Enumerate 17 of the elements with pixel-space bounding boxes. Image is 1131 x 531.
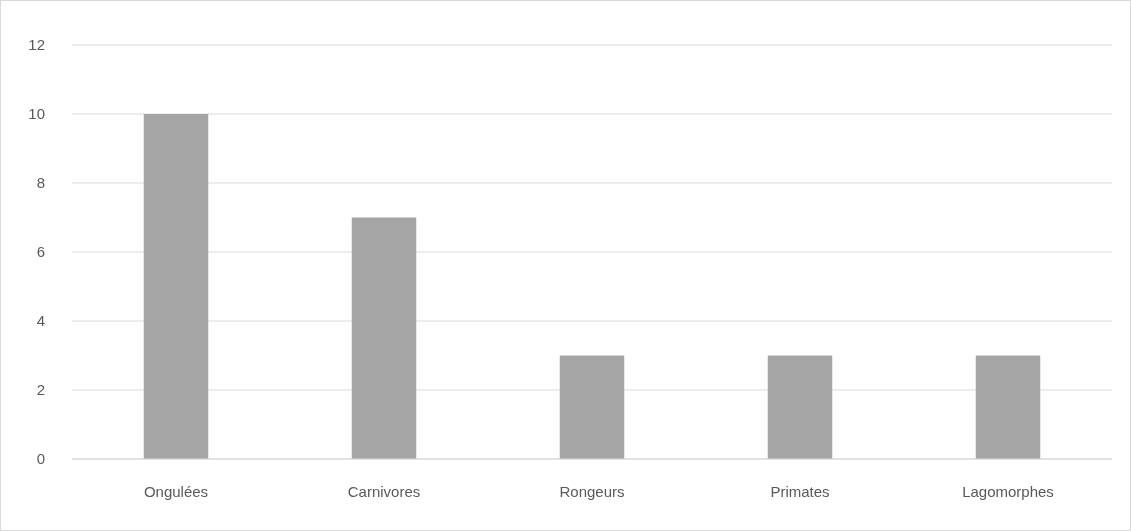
y-tick-label: 12 — [28, 36, 45, 54]
x-tick-label: Ongulées — [143, 483, 209, 500]
y-tick-label: 0 — [36, 450, 45, 468]
x-tick-label: Carnivores — [347, 483, 421, 500]
x-tick-label: Lagomorphes — [962, 483, 1054, 500]
x-tick-label: Primates — [770, 483, 830, 500]
bar — [143, 114, 209, 459]
y-tick-label: 8 — [36, 174, 45, 192]
y-tick-label: 6 — [36, 243, 45, 261]
bar — [767, 355, 833, 459]
bar — [559, 355, 625, 459]
bar — [975, 355, 1041, 459]
y-tick-label: 2 — [36, 381, 45, 399]
y-tick-label: 10 — [28, 105, 45, 123]
bar — [351, 217, 417, 459]
x-tick-label: Rongeurs — [559, 483, 625, 500]
y-tick-label: 4 — [36, 312, 45, 330]
